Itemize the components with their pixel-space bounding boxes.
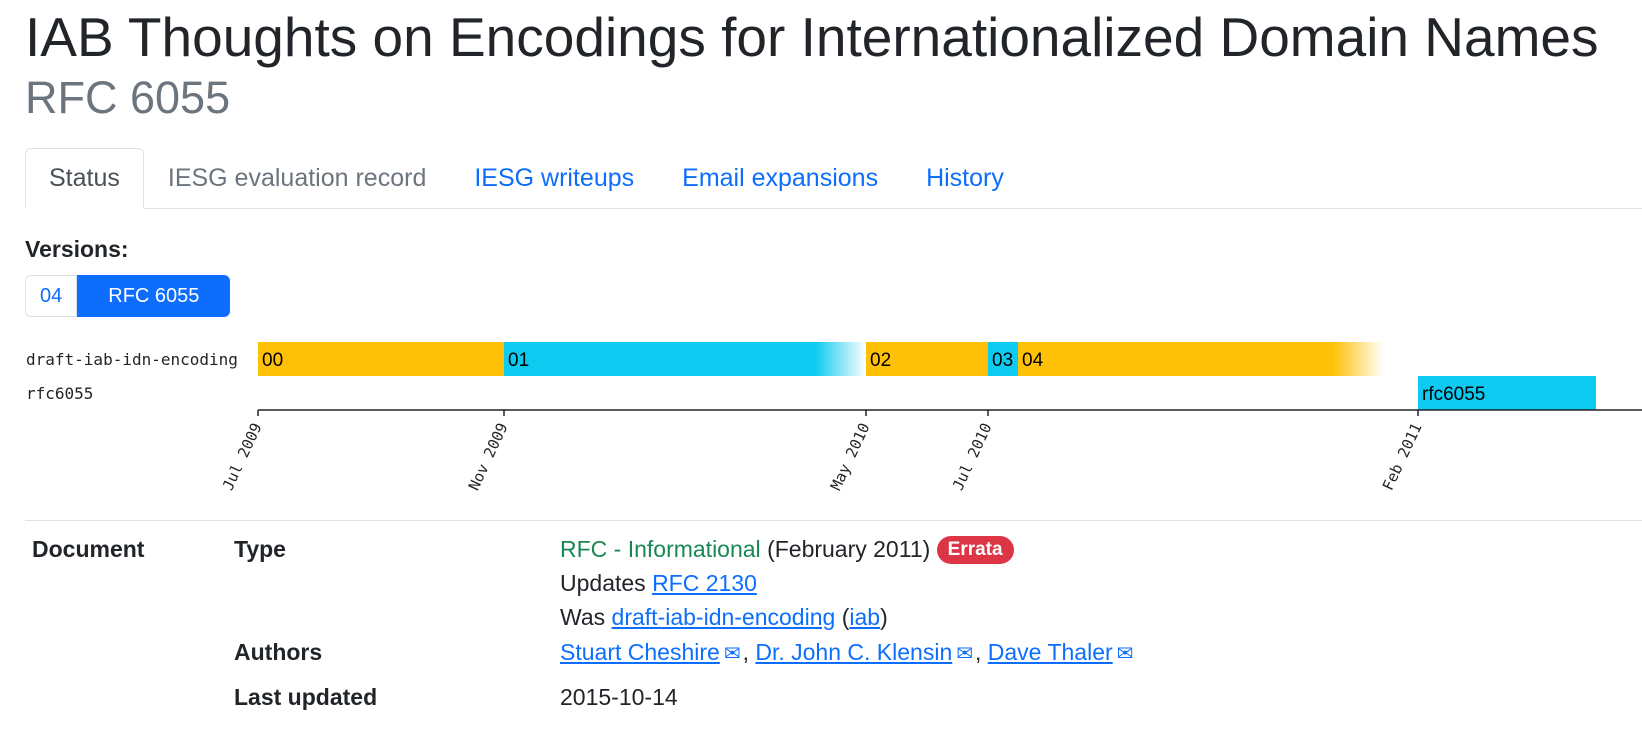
- page-title: IAB Thoughts on Encodings for Internatio…: [25, 6, 1599, 68]
- timeline-segment-label: 03: [992, 350, 1013, 371]
- rfc-status: RFC - Informational: [560, 536, 761, 562]
- was-line: Was draft-iab-idn-encoding (iab): [560, 600, 888, 634]
- type-label: Type: [234, 536, 286, 562]
- section-divider: [25, 520, 1642, 521]
- envelope-icon[interactable]: ✉: [1116, 643, 1134, 665]
- version-timeline: draft-iab-idn-encoding 00 01 02 03 04 rfc6055 r…: [26, 342, 1642, 493]
- timeline-segment-label: 01: [508, 350, 529, 371]
- version-button-rfc6055[interactable]: RFC 6055: [77, 275, 231, 317]
- timeline-segment[interactable]: [1018, 342, 1384, 376]
- timeline-row-label: draft-iab-idn-encoding: [26, 350, 238, 369]
- versions-button-group: 04 RFC 6055: [25, 275, 231, 317]
- tab-iesg-evaluation-record[interactable]: IESG evaluation record: [167, 164, 427, 192]
- envelope-icon[interactable]: ✉: [723, 643, 741, 665]
- was-draft-link[interactable]: draft-iab-idn-encoding: [611, 604, 836, 630]
- timeline-tick-label: Feb 2011: [1379, 420, 1426, 493]
- author-link[interactable]: Dr. John C. Klensin: [755, 639, 953, 665]
- rfc-date: (February 2011): [767, 536, 931, 562]
- last-updated-label: Last updated: [234, 684, 378, 710]
- author-link[interactable]: Dave Thaler: [987, 639, 1113, 665]
- timeline-row-label: rfc6055: [26, 384, 93, 403]
- timeline-segment-label: rfc6055: [1422, 384, 1485, 405]
- type-value: RFC - Informational (February 2011) Erra…: [560, 532, 1014, 566]
- group-paren-close: ): [880, 604, 888, 630]
- timeline-segment-label: 00: [262, 350, 283, 371]
- version-button-04[interactable]: 04: [25, 275, 78, 317]
- document-section-label: Document: [32, 536, 145, 562]
- timeline-tick-label: Jul 2010: [949, 420, 996, 493]
- author-separator: ,: [742, 639, 749, 665]
- tab-status[interactable]: Status: [25, 148, 144, 209]
- tab-history[interactable]: History: [926, 164, 1004, 192]
- group-link[interactable]: iab: [849, 604, 881, 630]
- timeline-segment-label: 02: [870, 350, 891, 371]
- authors-label: Authors: [234, 639, 323, 665]
- authors-list: Stuart Cheshire ✉, Dr. John C. Klensin ✉, …: [560, 635, 1135, 671]
- tab-bar: Status IESG evaluation record IESG write…: [25, 148, 1642, 209]
- timeline-segment[interactable]: [258, 342, 504, 376]
- was-prefix: Was: [560, 604, 606, 630]
- timeline-tick-label: May 2010: [827, 420, 874, 493]
- timeline-tick-label: Nov 2009: [465, 420, 512, 493]
- timeline-segment-label: 04: [1022, 350, 1044, 371]
- versions-label: Versions:: [25, 236, 129, 262]
- timeline-segment[interactable]: [1418, 376, 1596, 410]
- author-separator: ,: [975, 639, 982, 665]
- timeline-segment[interactable]: [504, 342, 866, 376]
- tab-iesg-writeups[interactable]: IESG writeups: [474, 164, 635, 192]
- updates-line: Updates RFC 2130: [560, 566, 757, 600]
- tab-email-expansions[interactable]: Email expansions: [682, 164, 879, 192]
- timeline-tick-label: Jul 2009: [219, 420, 266, 493]
- last-updated-value: 2015-10-14: [560, 684, 678, 710]
- page-subtitle: RFC 6055: [25, 72, 231, 123]
- envelope-icon[interactable]: ✉: [956, 643, 973, 665]
- author-link[interactable]: Stuart Cheshire: [560, 639, 720, 665]
- updates-prefix: Updates: [560, 570, 646, 596]
- timeline-segment[interactable]: [866, 342, 988, 376]
- group-paren-open: (: [841, 604, 850, 630]
- timeline-segment[interactable]: [988, 342, 1018, 376]
- updates-rfc-link[interactable]: RFC 2130: [652, 570, 757, 596]
- errata-badge[interactable]: Errata: [936, 536, 1014, 564]
